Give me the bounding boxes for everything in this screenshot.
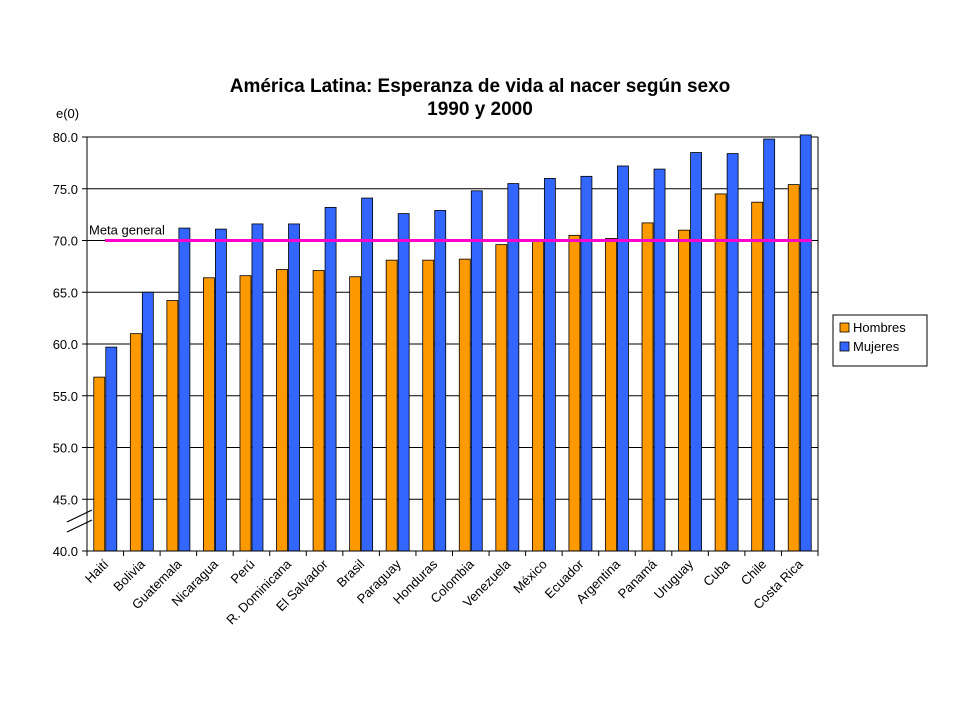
bar-mujeres (141, 291, 154, 552)
y-tick-label: 55.0 (53, 389, 78, 404)
bar-hombres (349, 276, 362, 552)
bar-hombres (166, 300, 179, 552)
bar-hombres (714, 193, 727, 552)
bar-mujeres (178, 227, 191, 552)
bar-mujeres (653, 168, 666, 552)
bar-hombres (495, 244, 508, 552)
bar-mujeres (105, 346, 118, 552)
bar-mujeres (617, 165, 629, 552)
y-tick-label: 70.0 (53, 234, 78, 249)
bar-mujeres (361, 197, 374, 552)
category-label: Chile (738, 557, 770, 589)
bars (93, 134, 812, 552)
bar-hombres (531, 240, 544, 552)
y-axis-label: e(0) (56, 106, 79, 121)
y-tick-label: 65.0 (53, 285, 78, 300)
bar-hombres (641, 222, 654, 552)
category-label: Haití (82, 556, 112, 586)
bar-hombres (93, 376, 106, 552)
bar-hombres (568, 234, 581, 552)
bar-hombres (239, 275, 252, 552)
bar-mujeres (215, 228, 227, 552)
bar-mujeres (324, 206, 337, 552)
y-tick-label: 50.0 (53, 441, 78, 456)
bar-mujeres (690, 152, 702, 552)
chart-subtitle: 1990 y 2000 (427, 99, 533, 120)
category-label: Perú (228, 557, 258, 587)
legend-label: Mujeres (853, 339, 900, 354)
axis-break-mark (66, 519, 93, 533)
category-label: Cuba (700, 556, 733, 589)
bar-mujeres (470, 190, 483, 552)
y-tick-label: 40.0 (53, 544, 78, 559)
bar-mujeres (251, 223, 264, 552)
bar-hombres (678, 229, 690, 552)
bar-mujeres (763, 138, 776, 552)
bar-hombres (203, 277, 215, 552)
bar-mujeres (434, 210, 447, 552)
gridlines (82, 136, 818, 552)
y-tick-label: 60.0 (53, 337, 78, 352)
legend-swatch (839, 322, 850, 333)
chart-title: América Latina: Esperanza de vida al nac… (230, 76, 731, 97)
bar-mujeres (799, 134, 812, 552)
bar-mujeres (397, 213, 410, 552)
axes (66, 137, 819, 556)
y-tick-label: 75.0 (53, 182, 78, 197)
bar-mujeres (507, 183, 520, 552)
category-label: Brasil (334, 556, 368, 590)
bar-mujeres (288, 223, 300, 552)
axis-break-mark (66, 509, 93, 523)
y-tick-label: 45.0 (53, 492, 78, 507)
reference-line-label: Meta general (89, 223, 165, 238)
legend-swatch (839, 341, 850, 352)
bar-hombres (385, 259, 398, 552)
bar-mujeres (580, 175, 593, 552)
reference-line: Meta general (89, 223, 812, 242)
bar-hombres (751, 201, 764, 552)
y-tick-label: 80.0 (53, 130, 78, 145)
bar-hombres (276, 269, 288, 552)
y-tick-labels: 40.0 45.0 50.0 55.0 60.0 65.0 70.0 75.0 80.0 (53, 130, 78, 559)
bar-hombres (312, 270, 325, 552)
bar-hombres (458, 258, 471, 552)
category-label: Uruguay (651, 556, 697, 602)
bar-hombres (605, 238, 617, 552)
legend: Hombres Mujeres (832, 314, 928, 367)
legend-label: Hombres (853, 320, 906, 335)
bar-mujeres (543, 177, 556, 552)
bar-mujeres (726, 153, 739, 552)
bar-hombres (129, 333, 142, 552)
bar-hombres (422, 259, 435, 552)
